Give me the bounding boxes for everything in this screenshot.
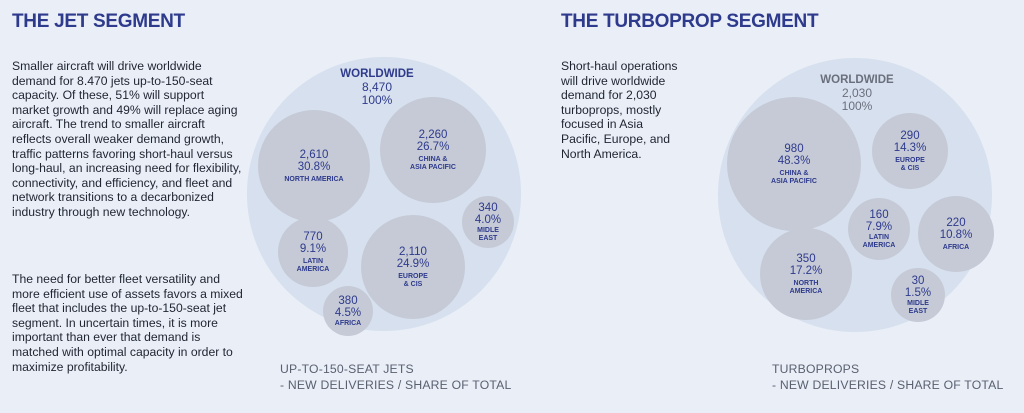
jet-paragraph-2: The need for better fleet versatility an… [12,272,243,374]
jet-worldwide-share: 100% [361,92,393,107]
jet-bubble-africa: 380 4.5% AFRICA [323,286,373,336]
jet-region-share: 30.8% [297,160,331,173]
turboprop-region-label: AFRICA [942,243,970,251]
jet-region-value: 380 [338,294,358,307]
turboprop-region-share: 10.8% [939,228,973,241]
jet-region-share: 24.9% [396,257,430,270]
jet-region-label: MIDLE EAST [477,226,499,242]
jet-region-label: NORTH AMERICA [284,175,344,183]
turboprop-bubble-north-america: 350 17.2% NORTH AMERICA [760,228,852,320]
turboprop-region-label: CHINA & ASIA PACIFIC [771,169,817,185]
jet-worldwide-value: 8,470 [361,80,393,94]
jet-region-value: 2,260 [418,128,448,141]
jet-region-share: 26.7% [416,140,450,153]
turboprop-region-share: 17.2% [789,264,823,277]
turboprop-region-label: NORTH AMERICA [789,279,823,295]
turboprop-caption-line-2: - NEW DELIVERIES / SHARE OF TOTAL [772,378,1004,392]
turboprop-region-label: MIDLE EAST [907,299,929,315]
jet-region-label: EUROPE & CIS [398,272,428,288]
turboprop-bubble-africa: 220 10.8% AFRICA [918,196,994,272]
turboprop-region-label: EUROPE & CIS [895,156,925,172]
jet-bubble-north-america: 2,610 30.8% NORTH AMERICA [258,110,370,222]
turboprop-worldwide-share: 100% [841,98,873,113]
turboprop-region-share: 14.3% [893,141,927,154]
turboprop-region-value: 290 [900,129,920,142]
jet-region-value: 770 [303,230,323,243]
jet-bubble-middle-east: 340 4.0% MIDLE EAST [462,196,514,248]
jet-region-value: 340 [478,201,498,214]
turboprop-caption-line-1: TURBOPROPS [772,362,860,376]
jet-caption-line-1: UP-TO-150-SEAT JETS [280,362,414,376]
turboprop-worldwide-label-group: WORLDWIDE 2,030 100% [797,73,917,112]
jet-paragraph-1: Smaller aircraft will drive worldwide de… [12,59,242,219]
turboprop-region-value: 980 [784,142,804,155]
turboprop-paragraph-1: Short-haul operations will drive worldwi… [561,59,678,161]
jet-region-value: 2,110 [399,245,427,258]
jet-segment-title: THE JET SEGMENT [12,11,185,32]
jet-region-label: CHINA & ASIA PACIFIC [410,155,456,171]
turboprop-bubble-latin-america: 160 7.9% LATIN AMERICA [848,198,910,260]
turboprop-bubble-middle-east: 30 1.5% MIDLE EAST [891,268,945,322]
jet-caption: UP-TO-150-SEAT JETS - NEW DELIVERIES / S… [280,361,511,393]
jet-worldwide-label-group: WORLDWIDE 8,470 100% [317,67,437,106]
jet-bubble-latin-america: 770 9.1% LATIN AMERICA [278,217,348,287]
jet-bubble-europe-cis: 2,110 24.9% EUROPE & CIS [361,215,465,319]
jet-caption-line-2: - NEW DELIVERIES / SHARE OF TOTAL [280,378,512,392]
jet-region-share: 4.0% [474,213,502,226]
turboprop-bubble-europe-cis: 290 14.3% EUROPE & CIS [872,113,948,189]
jet-bubble-china-asia-pacific: 2,260 26.7% CHINA & ASIA PACIFIC [380,97,486,203]
turboprop-region-value: 160 [869,208,889,221]
jet-region-share: 4.5% [334,306,362,319]
jet-region-share: 9.1% [299,242,327,255]
turboprop-bubble-china-asia-pacific: 980 48.3% CHINA & ASIA PACIFIC [727,97,861,231]
turboprop-region-share: 7.9% [865,220,893,233]
turboprop-region-label: LATIN AMERICA [862,233,896,249]
jet-worldwide-label: WORLDWIDE [340,68,414,80]
turboprop-worldwide-value: 2,030 [841,86,873,100]
turboprop-caption: TURBOPROPS - NEW DELIVERIES / SHARE OF T… [772,361,1003,393]
jet-region-label: LATIN AMERICA [296,257,330,273]
turboprop-region-share: 48.3% [777,154,811,167]
turboprop-region-value: 30 [911,274,925,287]
jet-region-value: 2,610 [299,148,329,161]
turboprop-worldwide-label: WORLDWIDE [820,74,894,86]
turboprop-region-share: 1.5% [904,286,932,299]
jet-region-label: AFRICA [334,319,362,327]
turboprop-region-value: 220 [946,216,966,229]
turboprop-region-value: 350 [796,252,816,265]
turboprop-segment-title: THE TURBOPROP SEGMENT [561,11,819,32]
